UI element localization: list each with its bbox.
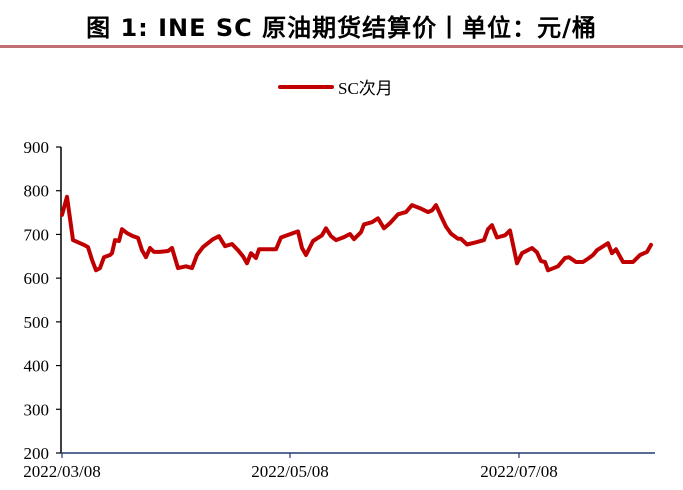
y-tick-label: 300 xyxy=(24,400,50,419)
series-line xyxy=(60,194,653,273)
legend: SC次月 xyxy=(278,74,393,99)
y-axis: 200 300 400 500 600 700 800 900 xyxy=(24,138,62,463)
y-tick-label: 800 xyxy=(24,182,50,201)
x-tick-label: 2022/05/08 xyxy=(251,462,328,481)
series-sc-next-month xyxy=(60,194,653,273)
title-divider xyxy=(0,45,683,48)
y-tick-label: 600 xyxy=(24,269,50,288)
y-tick-label: 500 xyxy=(24,313,50,332)
x-tick-label: 2022/03/08 xyxy=(23,462,100,481)
legend-line-swatch xyxy=(278,84,334,89)
legend-label: SC次月 xyxy=(338,79,393,98)
x-axis: 2022/03/08 2022/05/08 2022/07/08 xyxy=(23,452,655,481)
chart-title: 图 1: INE SC 原油期货结算价丨单位：元/桶 xyxy=(86,14,597,42)
x-tick-label: 2022/07/08 xyxy=(480,462,557,481)
y-tick-label: 200 xyxy=(24,444,50,463)
y-tick-label: 400 xyxy=(24,357,50,376)
y-tick-label: 900 xyxy=(24,138,50,157)
y-tick-label: 700 xyxy=(24,225,50,244)
